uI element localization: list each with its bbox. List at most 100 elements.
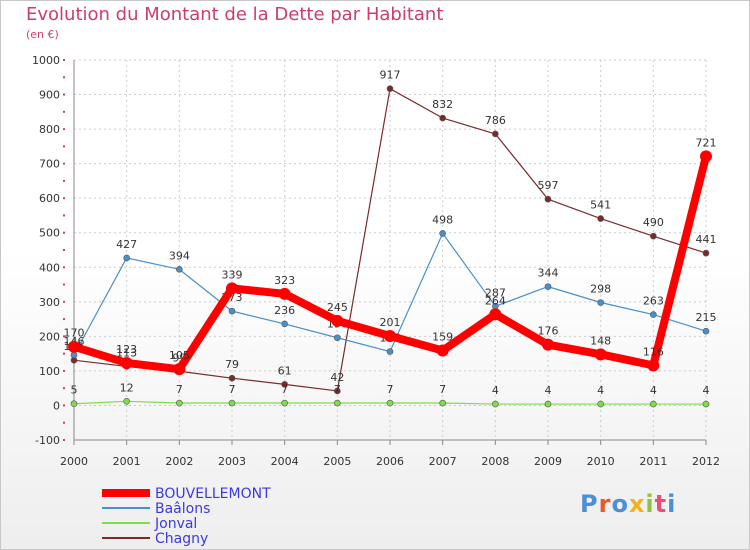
data-point [489, 308, 502, 321]
data-point [334, 399, 341, 407]
data-point [70, 351, 78, 359]
data-point [702, 400, 710, 408]
data-label: 264 [485, 294, 506, 307]
data-point [281, 399, 288, 407]
data-point [386, 399, 394, 407]
data-point [597, 299, 604, 306]
data-label: 721 [696, 136, 717, 149]
x-tick-label: 2007 [429, 455, 457, 468]
y-tick-label: 800 [39, 123, 60, 136]
data-point [650, 311, 657, 318]
data-point [120, 356, 133, 369]
y-tick-label: 500 [39, 227, 60, 240]
data-label: 298 [590, 283, 611, 296]
data-label: 215 [696, 311, 717, 324]
y-tick-label: 400 [39, 261, 60, 274]
x-tick-label: 2012 [692, 455, 720, 468]
x-tick-label: 2009 [534, 455, 562, 468]
data-label: 344 [538, 267, 559, 280]
proxiti-logo: Proxiti [580, 490, 676, 518]
data-point [226, 282, 238, 295]
data-point [597, 400, 604, 408]
logo-letter: r [598, 490, 612, 518]
data-label: 5 [71, 384, 78, 397]
data-point [123, 398, 130, 405]
data-point [700, 150, 712, 163]
y-tick-label: 200 [39, 330, 60, 343]
data-point [647, 359, 660, 372]
chart-title: Evolution du Montant de la Dette par Hab… [26, 4, 444, 25]
data-label: 4 [545, 384, 552, 397]
data-point [492, 130, 499, 138]
data-label: 170 [64, 327, 85, 340]
y-tick-label: 700 [39, 158, 60, 171]
data-label: 427 [116, 238, 137, 251]
data-point [70, 400, 78, 408]
data-point [386, 85, 394, 92]
data-label: 287 [485, 286, 506, 299]
data-point [436, 344, 449, 357]
x-tick-label: 2004 [271, 455, 299, 468]
data-label: 394 [169, 249, 190, 262]
data-point [68, 340, 80, 353]
legend-label-2: Jonval [154, 516, 197, 532]
data-label: 79 [225, 358, 239, 371]
data-label: 7 [229, 383, 236, 396]
data-point [278, 287, 291, 300]
data-point [384, 330, 396, 343]
data-label: 148 [590, 334, 611, 347]
data-label: 123 [116, 343, 137, 356]
y-tick-label: -100 [35, 434, 60, 447]
data-point [544, 195, 552, 203]
data-point [281, 320, 288, 328]
data-label: 541 [590, 199, 611, 212]
data-point [386, 348, 394, 355]
logo-letter: i [645, 490, 655, 518]
data-point [597, 215, 604, 222]
x-tick-label: 2006 [376, 455, 404, 468]
data-point [228, 374, 236, 382]
y-tick-label: 900 [39, 89, 60, 102]
data-label: 490 [643, 216, 664, 229]
data-label: 176 [538, 325, 559, 338]
data-point [544, 400, 552, 408]
data-label: 917 [380, 69, 401, 82]
data-label: 201 [380, 316, 401, 329]
logo-letter: P [580, 490, 599, 518]
data-point [439, 399, 446, 407]
y-tick-label: 1000 [32, 54, 60, 67]
data-label: 105 [169, 349, 190, 362]
x-tick-label: 2000 [60, 455, 88, 468]
data-point [650, 400, 657, 408]
data-label: 4 [650, 384, 657, 397]
data-label: 597 [538, 179, 559, 192]
data-point [334, 387, 341, 395]
data-label: 786 [485, 114, 506, 127]
data-point [702, 327, 710, 335]
data-label: 7 [334, 383, 341, 396]
data-point [544, 283, 552, 290]
data-label: 323 [274, 274, 295, 287]
chart-unit: (en €) [26, 28, 59, 41]
data-label: 7 [387, 383, 394, 396]
y-tick-label: 100 [39, 365, 60, 378]
x-tick-label: 2008 [481, 455, 509, 468]
x-tick-label: 2003 [218, 455, 246, 468]
data-label: 4 [597, 384, 604, 397]
data-label: 113 [116, 346, 137, 359]
data-point [281, 381, 288, 388]
logo-letter: i [667, 490, 677, 518]
data-point [439, 114, 446, 122]
data-label: 498 [432, 213, 453, 226]
logo-letter: x [628, 490, 646, 518]
y-tick-label: 600 [39, 192, 60, 205]
data-label: 7 [281, 383, 288, 396]
data-point [594, 348, 607, 361]
x-tick-label: 2002 [165, 455, 193, 468]
legend-label-3: Chagny [155, 531, 208, 547]
data-label: 61 [278, 364, 292, 377]
data-label: 7 [439, 383, 446, 396]
legend-label-1: Baâlons [155, 501, 210, 517]
data-label: 159 [432, 331, 453, 344]
